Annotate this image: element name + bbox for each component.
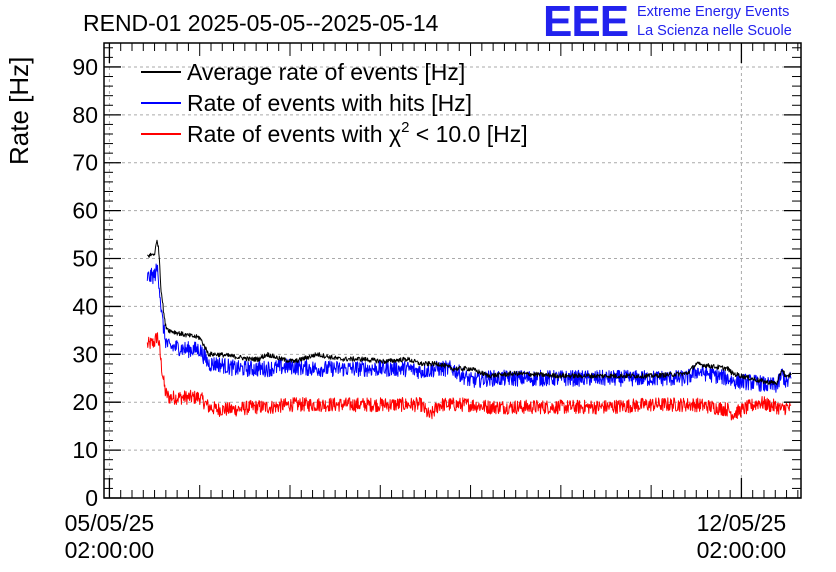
y-tick-label: 70	[72, 150, 98, 176]
x-tick-time: 02:00:00	[696, 537, 787, 563]
logo-line-1: Extreme Energy Events	[637, 4, 790, 20]
y-tick-label: 90	[72, 54, 98, 80]
x-tick-date: 12/05/25	[696, 510, 787, 536]
eee-logo-mark: EEE	[543, 0, 629, 46]
series-lines	[146, 239, 792, 421]
axis-ticks: 0 10 20 30 40 50 60 70 80 90	[72, 43, 801, 511]
legend-label: Rate of events with hits [Hz]	[187, 90, 472, 116]
y-tick-label: 0	[85, 485, 98, 511]
y-tick-label: 40	[72, 293, 98, 319]
y-axis-label: Rate [Hz]	[4, 56, 34, 165]
series-line	[146, 263, 792, 393]
x-tick-label: 05/05/25 02:00:00	[49, 510, 169, 564]
logo-line-2: La Scienza nelle Scuole	[637, 23, 792, 39]
series-line	[146, 239, 792, 386]
y-tick-label: 10	[72, 437, 98, 463]
y-tick-label: 60	[72, 198, 98, 224]
x-tick-date: 05/05/25	[64, 510, 155, 536]
plot-frame	[103, 42, 802, 499]
chart-title: REND-01 2025-05-05--2025-05-14	[83, 10, 439, 36]
eee-logo-text: Extreme Energy Events La Scienza nelle S…	[637, 3, 792, 41]
x-tick-time: 02:00:00	[64, 537, 155, 563]
legend-label: Average rate of events [Hz]	[187, 59, 465, 85]
legend: Average rate of events [Hz] Rate of event…	[141, 59, 528, 147]
legend-label: Rate of events with χ2 < 10.0 [Hz]	[187, 119, 528, 147]
x-tick-label: 12/05/25 02:00:00	[681, 510, 801, 564]
y-tick-label: 30	[72, 341, 98, 367]
y-tick-label: 50	[72, 246, 98, 272]
series-line	[146, 332, 792, 421]
y-tick-label: 80	[72, 102, 98, 128]
y-tick-label: 20	[72, 389, 98, 415]
